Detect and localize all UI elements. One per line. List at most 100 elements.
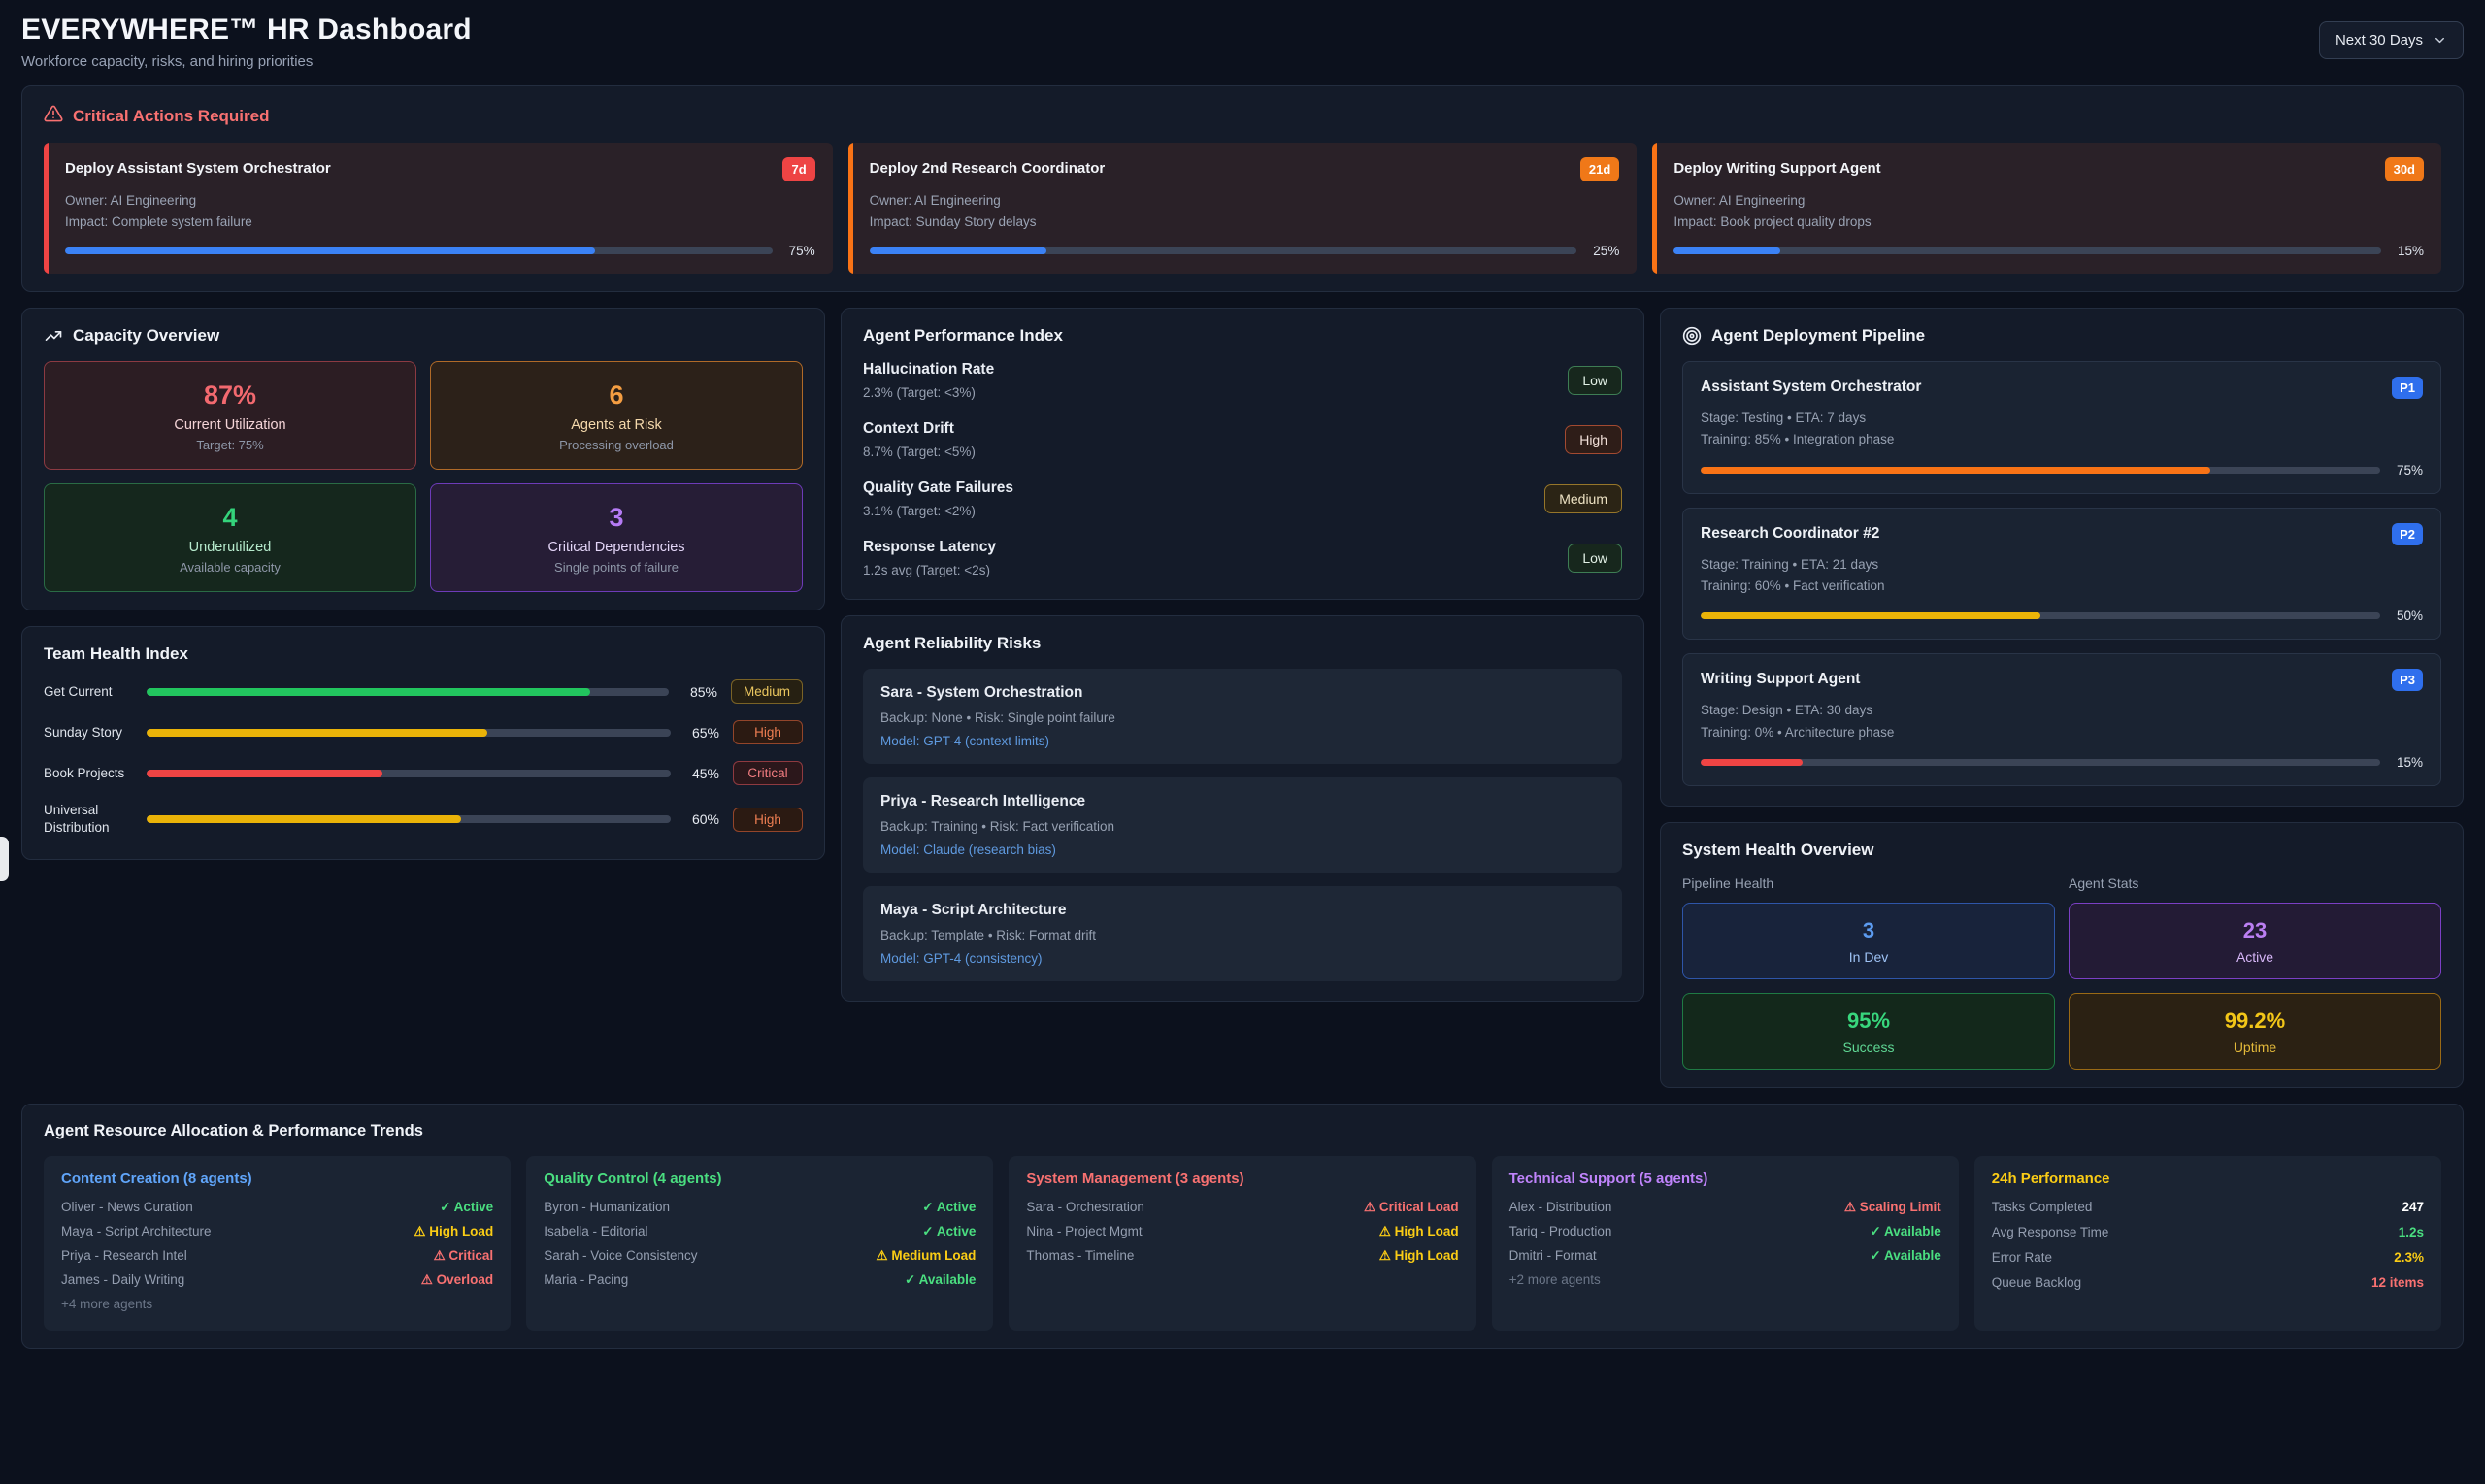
agent-name: Maya - Script Architecture [61,1224,212,1238]
perf-row: Avg Response Time 1.2s [1992,1225,2424,1239]
health-value: 45% [684,766,719,781]
agent-status: ⚠ High Load [414,1224,493,1239]
more-agents: +4 more agents [61,1297,493,1311]
action-title: Deploy 2nd Research Coordinator [870,157,1106,177]
pipeline-card: Writing Support Agent P3 Stage: Design •… [1682,653,2441,786]
progress-fill [65,247,595,254]
model-link: Model: GPT-4 (consistency) [880,951,1605,966]
metric-value: 3.1% (Target: <2%) [863,504,1013,518]
stat-value: 3 [1693,918,2044,943]
perf-row: Error Rate 2.3% [1992,1250,2424,1265]
pipeline-card: Assistant System Orchestrator P1 Stage: … [1682,361,2441,494]
agent-row: Oliver - News Curation ✓ Active [61,1200,493,1215]
deadline-badge: 30d [2385,157,2424,181]
health-fill [147,770,382,777]
capacity-overview-panel: Capacity Overview 87% Current Utilizatio… [21,308,825,610]
agent-row: Maria - Pacing ✓ Available [544,1272,976,1288]
stat-label: Underutilized [54,540,406,555]
pipeline-stage: Stage: Training • ETA: 21 days [1701,554,2423,576]
agent-status: ⚠ Medium Load [877,1248,977,1264]
severity-badge: Medium [1544,484,1622,513]
perf-label: Queue Backlog [1992,1275,2081,1290]
group-system-management: System Management (3 agents) Sara - Orch… [1009,1156,1475,1331]
pipeline-training: Training: 0% • Architecture phase [1701,722,2423,743]
agent-status: ⚠ Scaling Limit [1844,1200,1941,1215]
agent-status: ✓ Available [1870,1248,1940,1264]
progress-track [1701,612,2380,619]
agent-row: Nina - Project Mgmt ⚠ High Load [1026,1224,1458,1239]
agent-name: Dmitri - Format [1509,1248,1597,1263]
team-health-row: Book Projects 45% Critical [44,761,803,785]
priority-badge: P1 [2392,377,2423,399]
team-health-row: Universal Distribution 60% High [44,802,803,837]
progress-value: 15% [2392,755,2423,770]
metric-value: 1.2s avg (Target: <2s) [863,563,996,577]
side-drawer-handle[interactable] [0,837,9,881]
severity-badge: Low [1568,544,1622,573]
agent-name: Nina - Project Mgmt [1026,1224,1142,1238]
agent-name: Byron - Humanization [544,1200,670,1214]
agent-row: Sarah - Voice Consistency ⚠ Medium Load [544,1248,976,1264]
metric-name: Quality Gate Failures [863,479,1013,497]
risk-card: Maya - Script Architecture Backup: Templ… [863,886,1622,981]
perf-row: Queue Backlog 12 items [1992,1275,2424,1290]
stat-sublabel: Processing overload [441,438,792,452]
progress-value: 25% [1588,244,1619,258]
risk-badge: Critical [733,761,803,785]
stat-sublabel: Available capacity [54,560,406,575]
stat-value: 4 [54,503,406,533]
stat-card-active: 23 Active [2069,903,2441,979]
stat-label: Success [1693,1039,2044,1055]
date-range-label: Next 30 Days [2336,32,2423,49]
agent-row: Priya - Research Intel ⚠ Critical [61,1248,493,1264]
metric-name: Hallucination Rate [863,361,994,379]
team-name: Universal Distribution [44,802,133,837]
pipeline-agent-name: Research Coordinator #2 [1701,523,1879,543]
critical-actions-panel: Critical Actions Required Deploy Assista… [21,85,2464,292]
agent-status: ⚠ High Load [1379,1248,1459,1264]
stat-card-success: 95% Success [1682,993,2055,1070]
page-header: EVERYWHERE™ HR Dashboard Workforce capac… [21,14,2464,70]
critical-action-card: Deploy 2nd Research Coordinator 21d Owne… [848,143,1638,274]
health-track [147,729,671,737]
team-name: Sunday Story [44,724,133,742]
system-health-title: System Health Overview [1682,841,1873,860]
metric-value: 8.7% (Target: <5%) [863,445,976,459]
risk-badge: Medium [731,679,803,704]
agent-name: Oliver - News Curation [61,1200,193,1214]
agent-name: Isabella - Editorial [544,1224,647,1238]
group-24h-performance: 24h Performance Tasks Completed 247 Avg … [1974,1156,2441,1331]
action-impact: Impact: Complete system failure [65,212,815,233]
action-owner: Owner: AI Engineering [870,190,1620,212]
metric-row: Hallucination Rate 2.3% (Target: <3%) Lo… [863,361,1622,400]
agent-status: ✓ Available [905,1272,976,1288]
capacity-overview-title: Capacity Overview [73,326,219,346]
agent-name: James - Daily Writing [61,1272,184,1287]
perf-value: 2.3% [2394,1250,2424,1265]
agent-name: Thomas - Timeline [1026,1248,1134,1263]
action-owner: Owner: AI Engineering [1673,190,2424,212]
date-range-selector[interactable]: Next 30 Days [2319,21,2464,59]
progress-value: 75% [2392,463,2423,478]
group-title: Quality Control (4 agents) [544,1171,976,1187]
risk-detail: Backup: Training • Risk: Fact verificati… [880,819,1605,834]
stat-value: 3 [441,503,792,533]
pipeline-training: Training: 60% • Fact verification [1701,576,2423,597]
group-title: System Management (3 agents) [1026,1171,1458,1187]
stat-sublabel: Single points of failure [441,560,792,575]
pipeline-agent-name: Assistant System Orchestrator [1701,377,1921,396]
action-owner: Owner: AI Engineering [65,190,815,212]
agent-row: Thomas - Timeline ⚠ High Load [1026,1248,1458,1264]
card-accent-bar [44,143,49,274]
agent-row: Byron - Humanization ✓ Active [544,1200,976,1215]
group-quality-control: Quality Control (4 agents) Byron - Human… [526,1156,993,1331]
agent-name: Maria - Pacing [544,1272,628,1287]
metric-row: Context Drift 8.7% (Target: <5%) High [863,420,1622,459]
model-link: Model: Claude (research bias) [880,842,1605,857]
agent-status: ✓ Available [1870,1224,1940,1239]
progress-fill [1701,759,1803,766]
page-subtitle: Workforce capacity, risks, and hiring pr… [21,53,472,70]
model-link: Model: GPT-4 (context limits) [880,734,1605,748]
stat-label: Critical Dependencies [441,540,792,555]
progress-fill [1701,612,2040,619]
